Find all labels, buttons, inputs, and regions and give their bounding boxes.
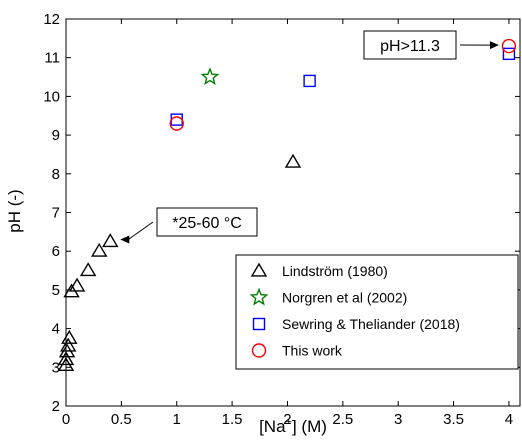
x-tick-label: 1.5 (222, 411, 243, 428)
x-tick-label: 3.5 (443, 411, 464, 428)
data-marks (57, 38, 517, 371)
x-axis-label: [Na+] (M) (259, 416, 327, 436)
y-tick-label: 8 (52, 166, 60, 183)
legend-entry: This work (251, 343, 343, 359)
data-point-circle (169, 116, 184, 131)
annotation-arrow-line (128, 221, 154, 240)
series-star (200, 67, 220, 86)
legend: Lindström (1980) Norgren et al (2002) Sewr… (235, 254, 519, 370)
legend-marker-star (249, 287, 269, 306)
data-point-triangle (284, 153, 302, 168)
y-tick-label: 6 (52, 243, 60, 260)
data-point-triangle (68, 277, 86, 292)
data-point-star (200, 67, 220, 86)
x-axis-label-prefix: [Na (259, 417, 286, 436)
annotation-arrowhead (489, 41, 499, 50)
y-tick-label: 11 (44, 50, 60, 67)
y-tick-label: 5 (52, 282, 60, 299)
legend-marker-triangle (250, 262, 268, 277)
data-point-square (303, 74, 316, 88)
x-tick-label: 3 (394, 411, 402, 428)
x-tick-label: 0.5 (111, 411, 132, 428)
data-point-triangle (90, 242, 108, 257)
legend-entry: Norgren et al (2002) (249, 287, 407, 306)
y-tick-label: 4 (52, 321, 60, 338)
annotations: *25-60 °C pH>11.3 (120, 30, 499, 244)
annotation-text: *25-60 °C (172, 215, 242, 232)
y-tick-label: 7 (52, 205, 60, 222)
annotation-arrowhead (120, 235, 130, 244)
y-tick-label: 9 (52, 127, 60, 144)
data-point-triangle (79, 262, 97, 277)
x-axis-label-superscript: + (286, 416, 292, 428)
legend-box (235, 254, 519, 370)
data-point-triangle (102, 233, 119, 248)
data-point-triangle (57, 351, 75, 366)
legend-entry: Sewring & Theliander (2018) (252, 316, 460, 332)
x-tick-label: 2 (283, 411, 291, 428)
y-tick-label: 10 (43, 88, 60, 105)
data-point-circle (501, 38, 517, 54)
plot-area: 0 0.5 1 1.5 2 2.5 3 3.5 4 2 3 4 5 6 7 8 9 10 11 12 (43, 11, 521, 428)
y-axis-label: pH (-) (5, 189, 24, 232)
x-tick-label: 0 (62, 411, 70, 428)
annotation-box (156, 207, 258, 237)
series-square (170, 47, 516, 126)
legend-label: Sewring & Theliander (2018) (282, 316, 460, 332)
series-triangle (57, 153, 302, 371)
x-tick-label: 2.5 (332, 411, 353, 428)
legend-label: This work (282, 343, 343, 359)
x-tick-label: 1 (173, 411, 181, 428)
legend-label: Norgren et al (2002) (282, 290, 407, 306)
data-point-square (502, 47, 516, 61)
data-point-triangle (59, 337, 77, 352)
x-tick-label: 4 (505, 411, 513, 428)
series-circle (169, 38, 517, 131)
data-point-triangle (61, 329, 78, 344)
annotation-text: pH>11.3 (380, 38, 440, 55)
legend-marker-circle (251, 343, 267, 358)
data-point-square (170, 113, 183, 126)
y-tick-label: 12 (43, 11, 60, 28)
legend-label: Lindström (1980) (282, 263, 388, 279)
y-tick-label: 3 (52, 359, 60, 376)
x-axis-label-suffix: ] (M) (292, 417, 327, 436)
legend-marker-square (252, 317, 266, 331)
legend-entry: Lindström (1980) (250, 262, 388, 279)
annotation-box (363, 30, 457, 60)
y-tick-label: 2 (52, 398, 60, 415)
